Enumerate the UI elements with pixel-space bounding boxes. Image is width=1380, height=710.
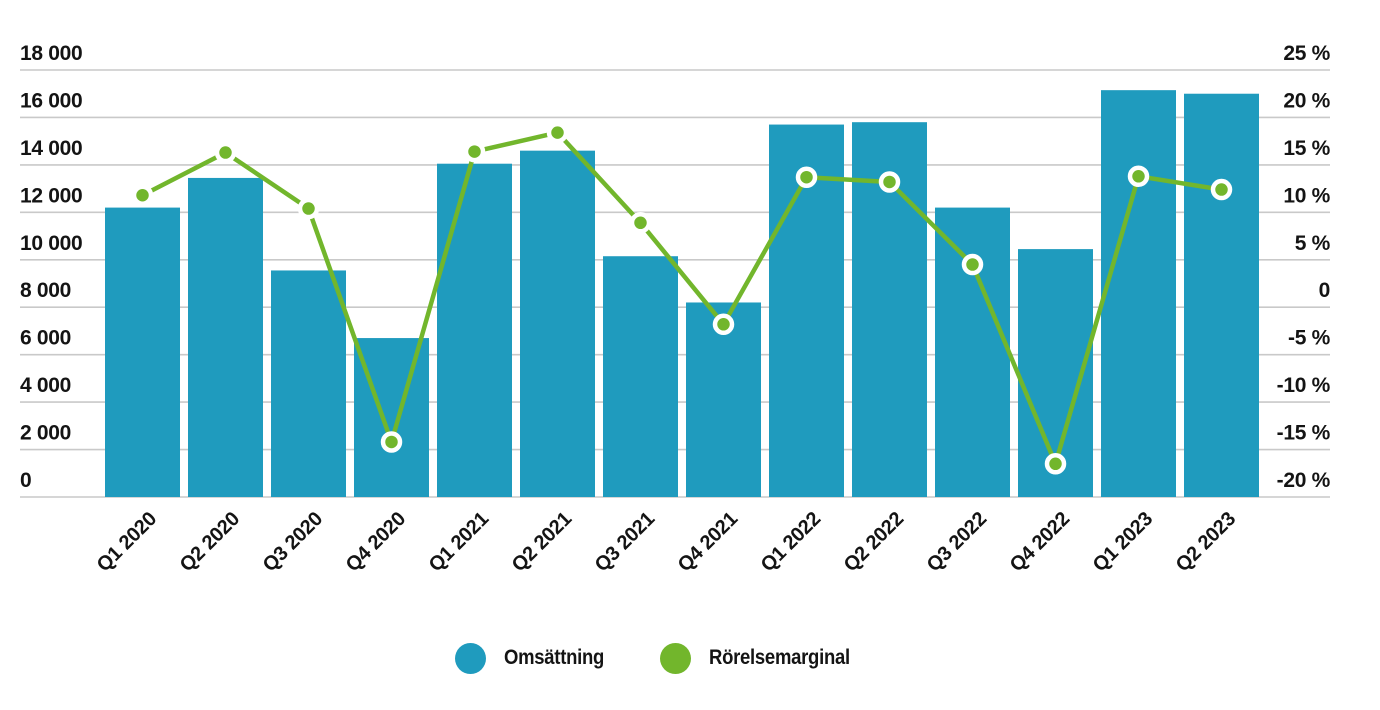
legend-label-rorelsemarginal: Rörelsemarginal bbox=[708, 646, 850, 669]
y-axis-left-labels: 18 000 16 000 14 000 12 000 10 000 8 000 6 000… bbox=[20, 42, 83, 492]
y-axis-left-label: 6 000 bbox=[20, 327, 71, 350]
bar-q1-2021[interactable] bbox=[437, 163, 512, 498]
bar-q2-2021[interactable] bbox=[520, 150, 595, 497]
y-axis-right-label: 10 % bbox=[1283, 184, 1330, 207]
point-q4-2022[interactable] bbox=[1044, 453, 1067, 475]
y-axis-right-labels: 25 % 20 % 15 % 10 % 5 % 0 -5 % -10 % -15 % -20 % bbox=[1277, 42, 1331, 492]
x-axis-label-q1-2023: Q1 2023 bbox=[1089, 508, 1157, 576]
y-axis-right-label: 20 % bbox=[1283, 89, 1330, 112]
x-axis-label-q1-2022: Q1 2022 bbox=[757, 508, 825, 576]
x-axis-label-q1-2020: Q1 2020 bbox=[93, 508, 161, 576]
y-axis-right-label: -5 % bbox=[1288, 327, 1331, 350]
legend-item-omsattning: Omsättning bbox=[455, 642, 618, 674]
x-axis-label-q1-2021: Q1 2021 bbox=[425, 508, 493, 576]
y-axis-left-label: 2 000 bbox=[20, 422, 71, 445]
point-q2-2023[interactable] bbox=[1210, 178, 1233, 201]
point-q3-2022[interactable] bbox=[961, 253, 984, 276]
bar-q2-2023[interactable] bbox=[1184, 93, 1259, 497]
point-q1-2022[interactable] bbox=[795, 166, 818, 188]
point-q2-2022[interactable] bbox=[878, 171, 901, 193]
x-axis-label-q2-2021: Q2 2021 bbox=[508, 508, 576, 576]
margin-line bbox=[140, 130, 1224, 467]
bar-q3-2022[interactable] bbox=[935, 207, 1010, 498]
bar-q1-2020[interactable] bbox=[105, 207, 180, 498]
y-axis-left-label: 12 000 bbox=[20, 184, 82, 207]
y-axis-left-label: 18 000 bbox=[20, 42, 82, 65]
x-axis-label-q2-2023: Q2 2023 bbox=[1172, 508, 1240, 576]
point-q1-2020[interactable] bbox=[131, 184, 154, 207]
bar-q1-2023[interactable] bbox=[1101, 90, 1176, 498]
y-axis-left-label: 8 000 bbox=[20, 279, 71, 302]
bar-q2-2020[interactable] bbox=[188, 177, 263, 498]
y-axis-left-label: 16 000 bbox=[20, 89, 82, 112]
bar-q3-2020[interactable] bbox=[271, 270, 346, 497]
y-axis-left-label: 4 000 bbox=[20, 374, 71, 397]
x-axis-label-q3-2020: Q3 2020 bbox=[259, 508, 327, 576]
legend-marker-rorelsemarginal bbox=[659, 642, 691, 674]
point-q2-2021[interactable] bbox=[546, 121, 569, 144]
x-axis-label-q4-2022: Q4 2022 bbox=[1006, 508, 1074, 576]
x-axis-label-q4-2020: Q4 2020 bbox=[342, 508, 410, 576]
y-axis-left-label: 10 000 bbox=[20, 232, 82, 255]
x-axis-label-q4-2021: Q4 2021 bbox=[674, 508, 742, 576]
chart-legend: Omsättning Rörelsemarginal bbox=[0, 641, 1352, 675]
point-q4-2021[interactable] bbox=[712, 313, 735, 336]
point-q2-2020[interactable] bbox=[214, 141, 237, 164]
point-q1-2021[interactable] bbox=[463, 140, 486, 163]
y-axis-right-label: -15 % bbox=[1277, 422, 1331, 445]
y-axis-right-label: 5 % bbox=[1295, 232, 1331, 255]
bar-q4-2020[interactable] bbox=[354, 338, 429, 497]
y-axis-right-label: -10 % bbox=[1277, 374, 1331, 397]
bar-series-omsattning bbox=[105, 90, 1259, 498]
x-axis-labels: Q1 2020 Q2 2020 Q3 2020 Q4 2020 Q1 2021 Q2 20… bbox=[93, 508, 1240, 576]
y-axis-left-label: 0 bbox=[20, 469, 31, 492]
bar-q3-2021[interactable] bbox=[603, 256, 678, 497]
line-points bbox=[131, 121, 1233, 475]
point-q3-2021[interactable] bbox=[629, 212, 652, 234]
point-q4-2020[interactable] bbox=[380, 431, 403, 453]
x-axis-label-q3-2022: Q3 2022 bbox=[923, 508, 991, 576]
legend-label-omsattning: Omsättning bbox=[504, 646, 605, 669]
x-axis-label-q2-2022: Q2 2022 bbox=[840, 508, 908, 576]
y-axis-right-label: 0 bbox=[1319, 279, 1330, 302]
point-q1-2023[interactable] bbox=[1127, 165, 1150, 188]
y-axis-right-label: 15 % bbox=[1283, 137, 1330, 160]
x-axis-label-q2-2020: Q2 2020 bbox=[176, 508, 244, 576]
point-q3-2020[interactable] bbox=[297, 197, 320, 220]
legend-marker-omsattning bbox=[455, 642, 487, 674]
y-axis-right-label: -20 % bbox=[1277, 469, 1331, 492]
y-axis-right-label: 25 % bbox=[1283, 42, 1330, 65]
legend-item-rorelsemarginal: Rörelsemarginal bbox=[659, 642, 869, 674]
x-axis-label-q3-2021: Q3 2021 bbox=[591, 508, 659, 576]
y-axis-left-label: 14 000 bbox=[20, 137, 82, 160]
